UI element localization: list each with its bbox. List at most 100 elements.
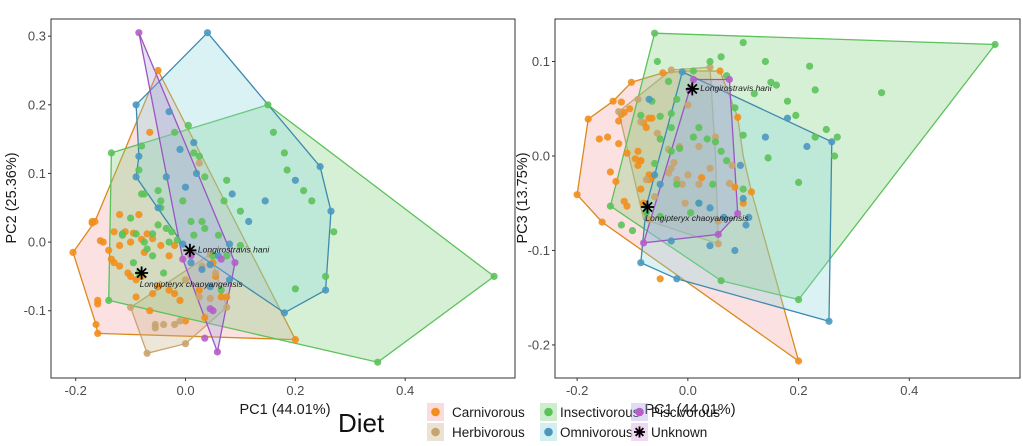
point-omnivorous <box>706 204 714 212</box>
point-omnivorous <box>165 108 173 116</box>
hull-insectivorous <box>609 32 997 301</box>
point-insectivorous <box>706 57 714 66</box>
point-omnivorous <box>316 163 324 171</box>
point-omnivorous <box>132 173 140 181</box>
point-carnivorous <box>143 230 151 238</box>
point-insectivorous <box>656 135 664 143</box>
point-herbivorous <box>684 101 692 109</box>
y-tick-label: 0.2 <box>28 97 46 112</box>
point-insectivorous <box>637 111 645 119</box>
point-carnivorous <box>127 238 135 246</box>
point-insectivorous <box>833 133 841 141</box>
point-omnivorous <box>736 161 745 169</box>
point-insectivorous <box>135 166 143 174</box>
point-insectivorous <box>308 197 316 205</box>
point-carnivorous <box>176 296 184 304</box>
point-insectivorous <box>330 228 338 236</box>
point-insectivorous <box>236 207 244 215</box>
point-omnivorous <box>132 101 140 109</box>
point-insectivorous <box>761 57 770 66</box>
point-insectivorous <box>209 252 217 260</box>
hull-layer <box>72 31 496 363</box>
legend-dot-icon <box>431 427 440 437</box>
point-layer <box>573 29 999 365</box>
point-insectivorous <box>651 29 659 37</box>
point-unknown <box>135 266 149 280</box>
point-omnivorous <box>192 169 201 177</box>
point-insectivorous <box>138 142 146 150</box>
point-omnivorous <box>154 204 162 212</box>
point-insectivorous <box>667 109 675 118</box>
point-carnivorous <box>171 290 179 298</box>
y-axis-label: PC3 (13.75%) <box>515 152 531 243</box>
point-insectivorous <box>374 358 382 366</box>
point-insectivorous <box>291 285 299 293</box>
point-carnivorous <box>637 157 645 165</box>
point-carnivorous <box>598 218 606 226</box>
point-herbivorous <box>681 199 689 207</box>
point-carnivorous <box>747 188 756 196</box>
point-piscivorous <box>725 75 734 84</box>
point-herbivorous <box>714 217 722 225</box>
point-insectivorous <box>140 190 148 198</box>
point-omnivorous <box>739 194 747 203</box>
point-insectivorous <box>617 221 626 229</box>
point-insectivorous <box>806 62 814 70</box>
point-omnivorous <box>656 180 664 188</box>
point-insectivorous <box>217 286 225 294</box>
point-insectivorous <box>739 185 747 193</box>
annotation-label: Longirostravis hani <box>700 83 772 93</box>
point-herbivorous <box>728 161 736 169</box>
point-carnivorous <box>132 276 140 284</box>
point-insectivorous <box>223 176 231 184</box>
point-carnivorous <box>94 300 102 308</box>
point-carnivorous <box>573 191 581 199</box>
x-tick-label: 0.4 <box>900 383 918 398</box>
point-omnivorous <box>322 286 330 294</box>
legend: Diet Carnivorous Herbivorous Insectivorous… <box>338 403 720 441</box>
point-carnivorous <box>615 140 623 148</box>
point-herbivorous <box>645 215 653 223</box>
point-omnivorous <box>179 240 187 248</box>
legend-label: Carnivorous <box>452 405 525 420</box>
legend-dot-icon <box>635 407 644 417</box>
point-omnivorous <box>731 246 739 255</box>
y-tick-label: 0.1 <box>28 166 46 181</box>
point-carnivorous <box>617 98 626 106</box>
point-carnivorous <box>291 336 299 344</box>
point-omnivorous <box>198 265 206 274</box>
point-carnivorous <box>584 115 592 123</box>
point-insectivorous <box>168 228 176 236</box>
y-tick-label: 0.0 <box>532 148 550 163</box>
point-insectivorous <box>264 101 272 109</box>
point-carnivorous <box>645 114 653 122</box>
point-piscivorous <box>213 348 221 356</box>
point-omnivorous <box>206 261 214 269</box>
point-carnivorous <box>716 67 724 75</box>
panel-pc1-pc2: Longirostravis hani Longipteryx chaoyange… <box>4 18 516 418</box>
point-carnivorous <box>609 97 617 105</box>
point-omnivorous <box>828 138 836 146</box>
point-herbivorous <box>695 180 703 188</box>
point-carnivorous <box>612 177 620 186</box>
point-insectivorous <box>764 154 772 162</box>
point-insectivorous <box>149 252 157 260</box>
point-insectivorous <box>711 138 720 146</box>
point-insectivorous <box>676 144 684 152</box>
x-tick-label: -0.2 <box>566 383 588 398</box>
point-insectivorous <box>157 197 165 205</box>
point-insectivorous <box>673 180 681 188</box>
point-carnivorous <box>96 237 104 245</box>
annotation-label: Longipteryx chaoyangensis <box>140 279 244 289</box>
point-insectivorous <box>667 124 675 132</box>
point-insectivorous <box>127 214 135 222</box>
y-axis-label: PC2 (25.36%) <box>4 152 20 243</box>
point-insectivorous <box>187 217 195 226</box>
x-axis-label: PC1 (44.01%) <box>239 402 330 418</box>
point-insectivorous <box>160 269 168 277</box>
point-insectivorous <box>795 296 803 304</box>
point-insectivorous <box>162 224 170 232</box>
point-insectivorous <box>667 147 675 155</box>
point-piscivorous <box>734 210 742 218</box>
